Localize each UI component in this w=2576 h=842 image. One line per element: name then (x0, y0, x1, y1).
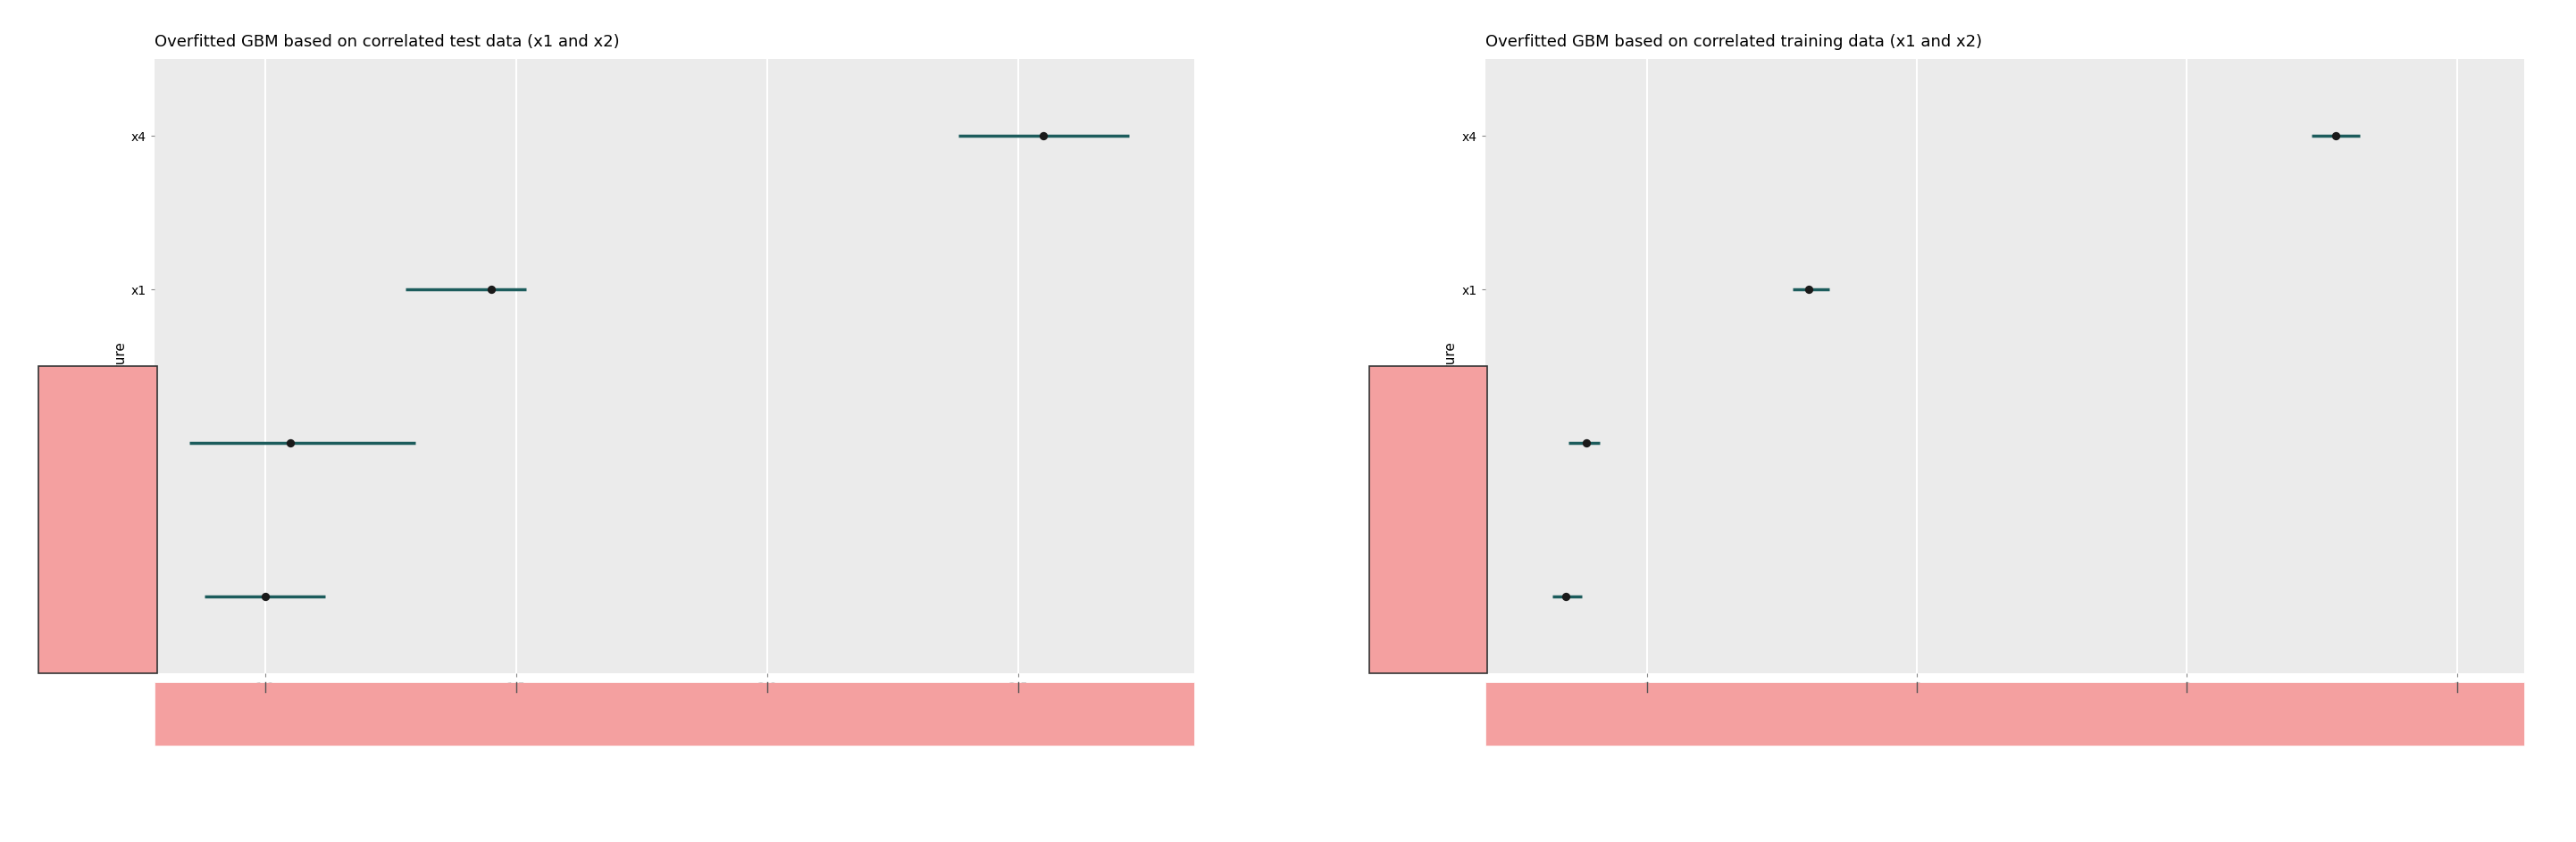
Text: Overfitted GBM based on correlated test data (x1 and x2): Overfitted GBM based on correlated test … (155, 34, 621, 51)
Text: Overfitted GBM based on correlated training data (x1 and x2): Overfitted GBM based on correlated train… (1484, 34, 1981, 51)
Point (1788, 283, 1829, 296)
Point (2316, 129, 2357, 142)
Point (471, 283, 513, 296)
Point (1546, 590, 1587, 604)
Y-axis label: Feature: Feature (1443, 340, 1455, 392)
Point (270, 436, 312, 450)
X-axis label: Feature Importance (loss: mse): Feature Importance (loss: mse) (567, 732, 781, 745)
Point (245, 590, 286, 604)
Y-axis label: Feature: Feature (113, 340, 126, 392)
Point (1566, 436, 1607, 450)
Point (1023, 129, 1064, 142)
X-axis label: Feature Importance (loss: mse): Feature Importance (loss: mse) (1899, 732, 2112, 745)
